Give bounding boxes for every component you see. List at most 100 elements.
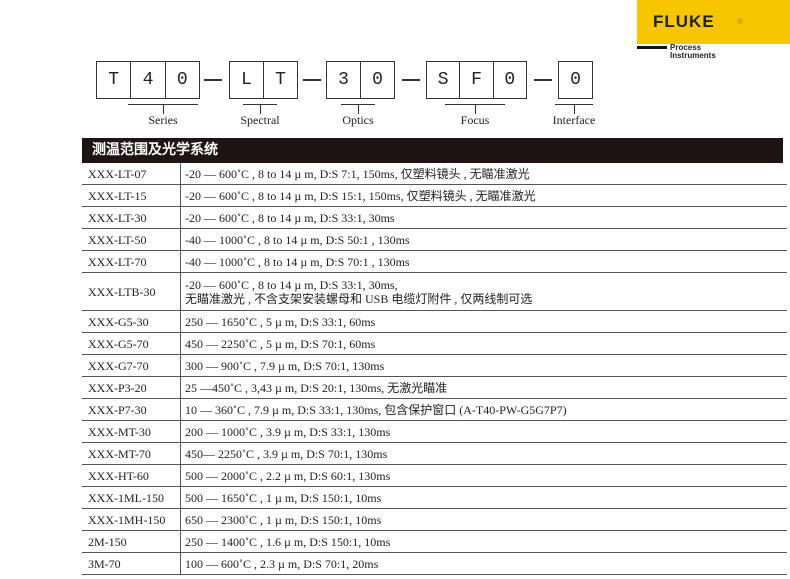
code-char: 0 [176,70,188,90]
model-cell: XXX-P7-30 [82,398,181,421]
code-char: T [97,62,132,98]
table-row: XXX-LT-07 -20 — 600˚C , 8 to 14 µ m, D:S … [82,163,787,185]
spec-text: 500 — 1650˚C , 1 µ m, D:S 150:1, 10ms [185,490,382,505]
table-row: XXX-HT-60 500 — 2000˚C , 2.2 µ m, D:S 60:… [82,464,787,487]
code-char: 0 [372,70,383,90]
logo-sub-2: Instruments [670,51,716,60]
model-cell: XXX-LT-15 [82,184,181,207]
bracket [128,104,198,114]
model-cell: XXX-MT-70 [82,442,181,465]
table-row: XXX-LT-30 -20 — 600˚C , 8 to 14 µ m, D:S … [82,206,787,229]
table-row: XXX-P3-20 25 —450˚C , 3,43 µ m, D:S 20:1,… [82,376,787,399]
table-row: XXX-LTB-30 -20 — 600˚C , 8 to 14 µ m, D:S… [82,272,787,311]
spec-cell: -20 — 600˚C , 8 to 14 µ m, D:S 33:1, 30m… [180,272,787,311]
model-cell: XXX-G5-70 [82,332,181,355]
spec-text: 450 — 2250˚C , 5 µ m, D:S 70:1, 60ms [185,336,376,351]
code-box-interface: 0 [558,61,593,99]
table-row: XXX-LT-70 -40 — 1000˚C , 8 to 14 µ m, D:S… [82,250,787,273]
model-cell: XXX-1ML-150 [82,486,181,509]
spec-text: -20 — 600˚C , 8 to 14 µ m, D:S 7:1, 150m… [185,166,530,181]
model-cell: XXX-HT-60 [82,464,181,487]
spec-cell: 650 — 2300˚C , 1 µ m, D:S 150:1, 10ms [180,508,787,531]
code-char: 0 [504,70,516,90]
table-row: XXX-G7-70 300 — 900˚C , 7.9 µ m, D:S 70:1… [82,354,787,377]
spec-cell: -40 — 1000˚C , 8 to 14 µ m, D:S 50:1 , 1… [180,228,787,251]
spec-text: 300 — 900˚C , 7.9 µ m, D:S 70:1, 130ms [185,358,385,373]
spec-cell: -40 — 1000˚C , 8 to 14 µ m, D:S 70:1 , 1… [180,250,787,273]
code-char: T [275,70,286,90]
logo-bar [637,46,667,49]
spec-cell: 500 — 2000˚C , 2.2 µ m, D:S 60:1, 130ms [180,464,787,487]
model-cell: XXX-1MH-150 [82,508,181,531]
table-row: XXX-P7-30 10 — 360˚C , 7.9 µ m, D:S 33:1,… [82,398,787,421]
logo-subtitle: Process Instruments [670,44,716,60]
table-header: 测温范围及光学系统 [82,138,783,163]
code-char: F [460,62,494,98]
table-row: XXX-G5-30 250 — 1650˚C , 5 µ m, D:S 33:1,… [82,310,787,333]
spec-text: -40 — 1000˚C , 8 to 14 µ m, D:S 70:1 , 1… [185,254,410,269]
spec-cell: 450— 2250˚C , 3.9 µ m, D:S 70:1, 130ms [180,442,787,465]
model-cell: XXX-G7-70 [82,354,181,377]
spec-text: -20 — 600˚C , 8 to 14 µ m, D:S 15:1, 150… [185,188,536,203]
spec-text: 650 — 2300˚C , 1 µ m, D:S 150:1, 10ms [185,512,382,527]
spec-cell: 250 — 1400˚C , 1.6 µ m, D:S 150:1, 10ms [180,530,787,553]
code-char: S [427,62,461,98]
spec-cell: 25 —450˚C , 3,43 µ m, D:S 20:1, 130ms, 无… [180,376,787,399]
table-row: 3M-70 100 — 600˚C , 2.3 µ m, D:S 70:1, 20… [82,552,787,575]
model-cell: 2M-150 [82,530,181,553]
spec-text: -20 — 600˚C , 8 to 14 µ m, D:S 33:1, 30m… [185,210,395,225]
model-cell: XXX-G5-30 [82,310,181,333]
model-cell: XXX-LT-50 [82,228,181,251]
spec-table: XXX-LT-07 -20 — 600˚C , 8 to 14 µ m, D:S … [82,163,787,575]
spec-text: -20 — 600˚C , 8 to 14 µ m, D:S 33:1, 30m… [185,277,398,292]
model-cell: XXX-LT-30 [82,206,181,229]
code-char: 0 [570,70,581,90]
code-label: Series [148,113,178,127]
spec-text: 250 — 1650˚C , 5 µ m, D:S 33:1, 60ms [185,314,376,329]
model-cell: 3M-70 [82,552,181,575]
table-row: XXX-1ML-150 500 — 1650˚C , 1 µ m, D:S 150… [82,486,787,509]
model-cell: XXX-LTB-30 [82,272,181,311]
spec-text: 450— 2250˚C , 3.9 µ m, D:S 70:1, 130ms [185,446,388,461]
code-char: 3 [327,62,361,98]
table-row: XXX-MT-70 450— 2250˚C , 3.9 µ m, D:S 70:1… [82,442,787,465]
spec-text: -40 — 1000˚C , 8 to 14 µ m, D:S 50:1 , 1… [185,232,410,247]
spec-text: 100 — 600˚C , 2.3 µ m, D:S 70:1, 20ms [185,556,379,571]
table-row: XXX-LT-50 -40 — 1000˚C , 8 to 14 µ m, D:S… [82,228,787,251]
model-cell: XXX-LT-70 [82,250,181,273]
table-row: XXX-MT-30 200 — 1000˚C , 3.9 µ m, D:S 33:… [82,420,787,443]
spec-cell: -20 — 600˚C , 8 to 14 µ m, D:S 7:1, 150m… [180,163,787,185]
code-char: L [230,62,264,98]
spec-text: 500 — 2000˚C , 2.2 µ m, D:S 60:1, 130ms [185,468,391,483]
spec-cell: -20 — 600˚C , 8 to 14 µ m, D:S 33:1, 30m… [180,206,787,229]
logo-brand: FLUKE [653,12,715,31]
spec-cell: 100 — 600˚C , 2.3 µ m, D:S 70:1, 20ms [180,552,787,575]
logo-sub-1: Process [670,43,702,52]
fluke-logo: FLUKE ® [637,0,790,44]
dash [204,79,222,81]
code-char: 4 [131,62,166,98]
table-row: 2M-150 250 — 1400˚C , 1.6 µ m, D:S 150:1,… [82,530,787,553]
bracket [555,104,593,114]
spec-text: 250 — 1400˚C , 1.6 µ m, D:S 150:1, 10ms [185,534,391,549]
dash [303,79,321,81]
spec-text: 25 —450˚C , 3,43 µ m, D:S 20:1, 130ms, 无… [185,380,448,395]
dash [534,79,552,81]
code-label: Interface [552,113,596,127]
code-label: Focus [460,113,490,127]
dash [402,79,420,81]
bracket [341,104,375,114]
spec-text: 10 — 360˚C , 7.9 µ m, D:S 33:1, 130ms, 包… [185,402,567,417]
spec-cell: 450 — 2250˚C , 5 µ m, D:S 70:1, 60ms [180,332,787,355]
bracket [243,104,277,114]
code-label: Spectral [240,113,280,127]
bracket [445,104,505,114]
spec-cell: -20 — 600˚C , 8 to 14 µ m, D:S 15:1, 150… [180,184,787,207]
spec-text-2: 无瞄准激光 , 不含支架安装螺母和 USB 电缆灯附件 , 仅两线制可选 [185,291,533,306]
spec-cell: 300 — 900˚C , 7.9 µ m, D:S 70:1, 130ms [180,354,787,377]
spec-cell: 500 — 1650˚C , 1 µ m, D:S 150:1, 10ms [180,486,787,509]
table-row: XXX-LT-15 -20 — 600˚C , 8 to 14 µ m, D:S … [82,184,787,207]
